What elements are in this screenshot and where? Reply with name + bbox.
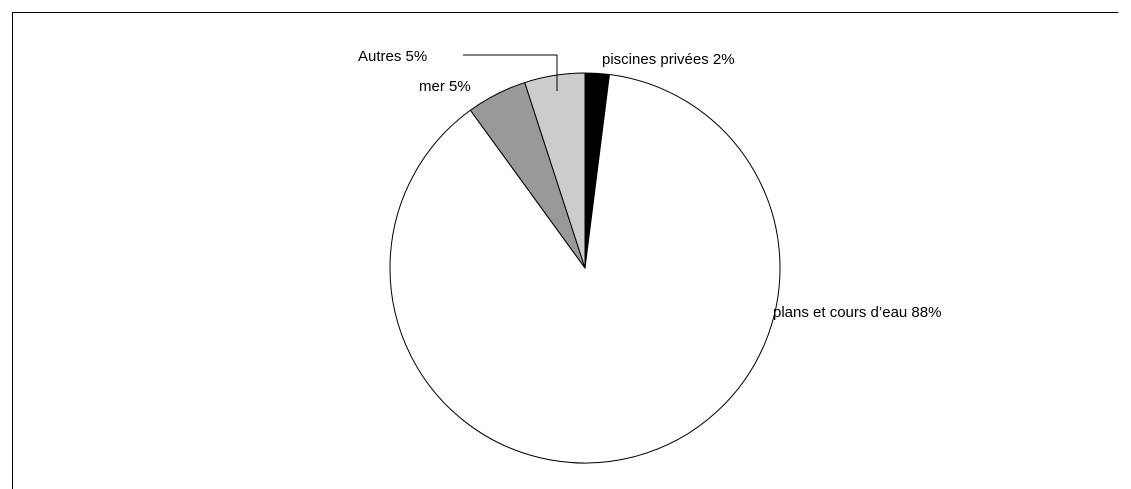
slice-labels: piscines privées 2% plans et cours d’eau … [358,48,941,321]
chart-frame-line [12,12,1119,489]
slice-label-mer: mer 5% [419,78,471,95]
slice-label-autres: Autres 5% [358,48,427,65]
pie-slice-plans-et-cours-d-eau [389,73,781,464]
pie-slice-autres [524,72,586,269]
leader-lines [463,54,558,91]
slice-label-piscines-priv-es: piscines privées 2% [602,51,735,68]
slice-label-plans-et-cours-d-eau: plans et cours d’eau 88% [773,304,941,321]
leader-line-autres [463,54,558,91]
chart-border [12,12,1119,489]
pie-slices [389,72,781,464]
